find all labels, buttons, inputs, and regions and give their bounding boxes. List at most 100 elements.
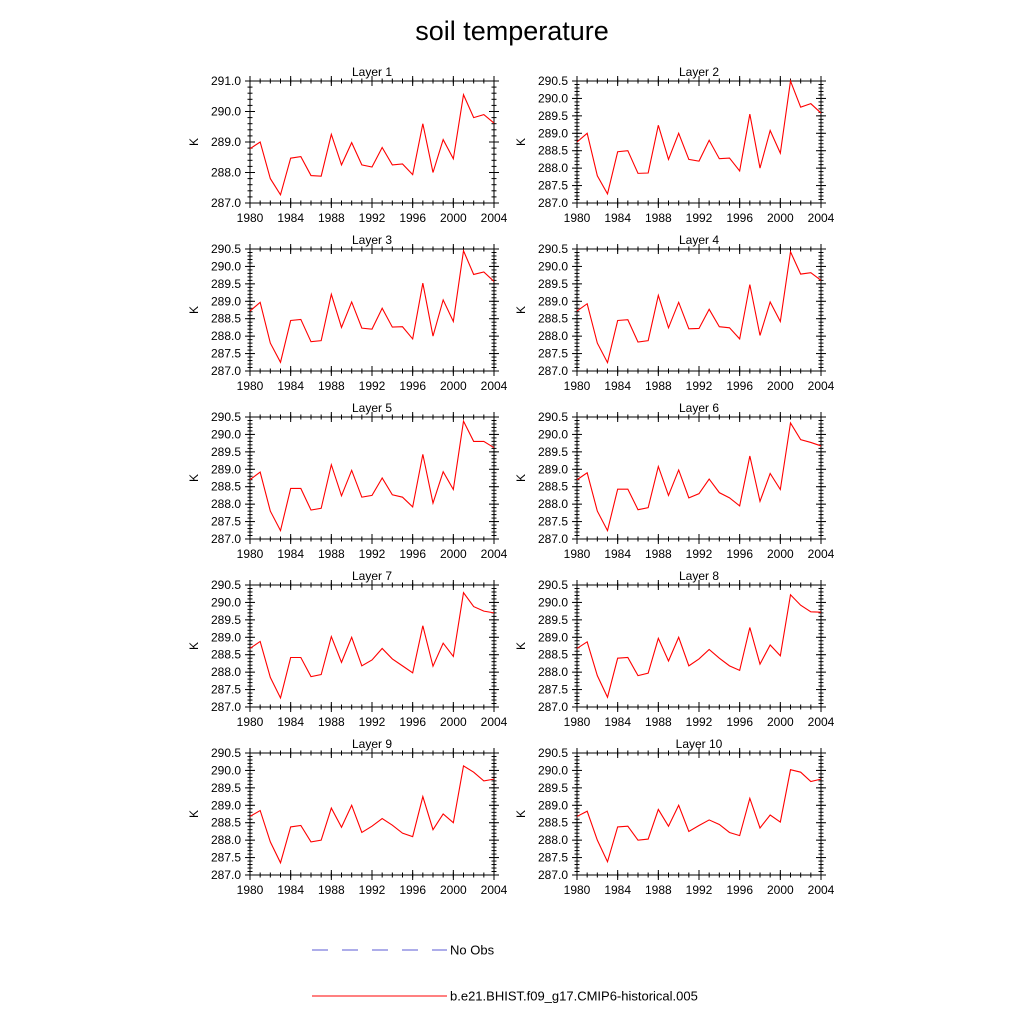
series-line (576, 421, 822, 533)
x-tick-label: 1988 (645, 379, 672, 393)
y-tick-label: 288.0 (538, 665, 568, 679)
x-tick-label: 1992 (359, 211, 386, 225)
panel-layer-6: Layer 6 K 287.0 287.5 288.0 288.5 289.0 289.5 29… (514, 401, 835, 561)
plot-frame (249, 752, 495, 876)
y-tick-label: 288.5 (211, 480, 241, 494)
y-tick-label: 288.0 (211, 665, 241, 679)
x-tick-label: 2000 (767, 547, 794, 561)
y-tick-label: 289.0 (538, 294, 568, 308)
y-tick-label: 290.5 (538, 746, 568, 760)
y-tick-label: 290.0 (211, 259, 241, 273)
x-tick-label: 1984 (277, 211, 304, 225)
y-tick-label: 289.5 (211, 277, 241, 291)
y-tick-label: 290.0 (211, 595, 241, 609)
x-tick-label: 1996 (399, 883, 426, 897)
y-tick-label: 287.5 (211, 683, 241, 697)
y-tick-label: 288.5 (538, 312, 568, 326)
y-axis-label: K (514, 810, 528, 818)
y-tick-label: 290.5 (538, 410, 568, 424)
y-tick-label: 290.0 (538, 427, 568, 441)
y-tick-label: 288.5 (211, 648, 241, 662)
y-tick-label: 287.5 (211, 851, 241, 865)
y-tick-label: 290.5 (538, 74, 568, 88)
y-tick-label: 287.5 (538, 515, 568, 529)
y-tick-label: 289.5 (211, 781, 241, 795)
y-tick-label: 290.0 (538, 595, 568, 609)
y-axis-label: K (187, 138, 201, 146)
panel-layer-10: Layer 10 K 287.0 287.5 288.0 288.5 289.0 289.5 2… (514, 737, 835, 897)
y-tick-label: 287.5 (538, 683, 568, 697)
y-axis-label: K (187, 642, 201, 650)
y-tick-label: 289.5 (211, 613, 241, 627)
x-tick-label: 2004 (808, 715, 835, 729)
y-axis-label: K (514, 138, 528, 146)
x-tick-label: 1980 (564, 211, 591, 225)
y-axis-label: K (187, 306, 201, 314)
x-tick-label: 1980 (564, 715, 591, 729)
x-tick-label: 1996 (399, 379, 426, 393)
panel-title: Layer 8 (679, 569, 719, 583)
x-tick-label: 1988 (318, 379, 345, 393)
y-tick-label: 288.0 (538, 497, 568, 511)
y-tick-label: 288.5 (538, 144, 568, 158)
y-tick-label: 287.0 (538, 532, 568, 546)
y-tick-label: 287.0 (538, 868, 568, 882)
y-tick-label: 287.5 (211, 515, 241, 529)
y-tick-label: 287.0 (211, 868, 241, 882)
x-tick-label: 1980 (237, 211, 264, 225)
y-tick-label: 288.0 (538, 833, 568, 847)
x-tick-label: 1980 (564, 379, 591, 393)
x-tick-label: 2004 (481, 379, 508, 393)
x-tick-label: 1992 (686, 547, 713, 561)
x-tick-label: 1988 (645, 211, 672, 225)
x-tick-label: 1992 (686, 883, 713, 897)
y-tick-label: 288.0 (211, 329, 241, 343)
plot-frame (576, 80, 822, 204)
x-tick-label: 1980 (564, 547, 591, 561)
x-tick-label: 1996 (726, 211, 753, 225)
x-tick-label: 2004 (808, 883, 835, 897)
y-tick-label: 290.0 (211, 763, 241, 777)
y-tick-label: 288.5 (211, 312, 241, 326)
panel-layer-2: Layer 2 K 287.0 287.5 288.0 288.5 289.0 289.5 29… (514, 65, 835, 225)
x-tick-label: 1984 (604, 715, 631, 729)
x-tick-label: 1984 (277, 883, 304, 897)
y-tick-label: 287.0 (211, 532, 241, 546)
series-line (576, 249, 822, 365)
y-tick-label: 287.0 (211, 196, 241, 210)
y-tick-label: 290.0 (538, 259, 568, 273)
series-line (249, 591, 495, 700)
panel-layer-1: Layer 1 K 287.0 288.0 289.0 290.0 291.0 1980 198… (187, 65, 508, 225)
y-tick-label: 290.5 (211, 410, 241, 424)
y-tick-label: 290.0 (211, 105, 241, 119)
x-tick-label: 2004 (481, 547, 508, 561)
x-tick-label: 2000 (440, 715, 467, 729)
plot-frame (576, 416, 822, 540)
plot-frame (576, 248, 822, 372)
x-tick-label: 1992 (359, 547, 386, 561)
x-tick-label: 1980 (564, 883, 591, 897)
y-axis-label: K (514, 474, 528, 482)
y-tick-label: 290.0 (538, 91, 568, 105)
x-tick-label: 1980 (237, 715, 264, 729)
y-tick-label: 290.5 (538, 578, 568, 592)
x-tick-label: 1996 (726, 379, 753, 393)
panel-title: Layer 10 (676, 737, 723, 751)
y-tick-label: 287.5 (538, 179, 568, 193)
y-tick-label: 289.0 (211, 798, 241, 812)
legend-obs-label: No Obs (450, 943, 495, 958)
x-tick-label: 1984 (604, 547, 631, 561)
x-tick-label: 1996 (399, 547, 426, 561)
x-tick-label: 2004 (808, 547, 835, 561)
x-tick-label: 1984 (604, 883, 631, 897)
x-tick-label: 1992 (359, 715, 386, 729)
x-tick-label: 1988 (645, 547, 672, 561)
y-tick-label: 289.5 (538, 613, 568, 627)
series-line (249, 248, 495, 364)
x-tick-label: 2004 (808, 379, 835, 393)
x-tick-label: 1992 (359, 883, 386, 897)
y-tick-label: 288.0 (211, 497, 241, 511)
x-tick-label: 1984 (604, 211, 631, 225)
y-tick-label: 289.0 (538, 630, 568, 644)
x-tick-label: 2000 (767, 883, 794, 897)
